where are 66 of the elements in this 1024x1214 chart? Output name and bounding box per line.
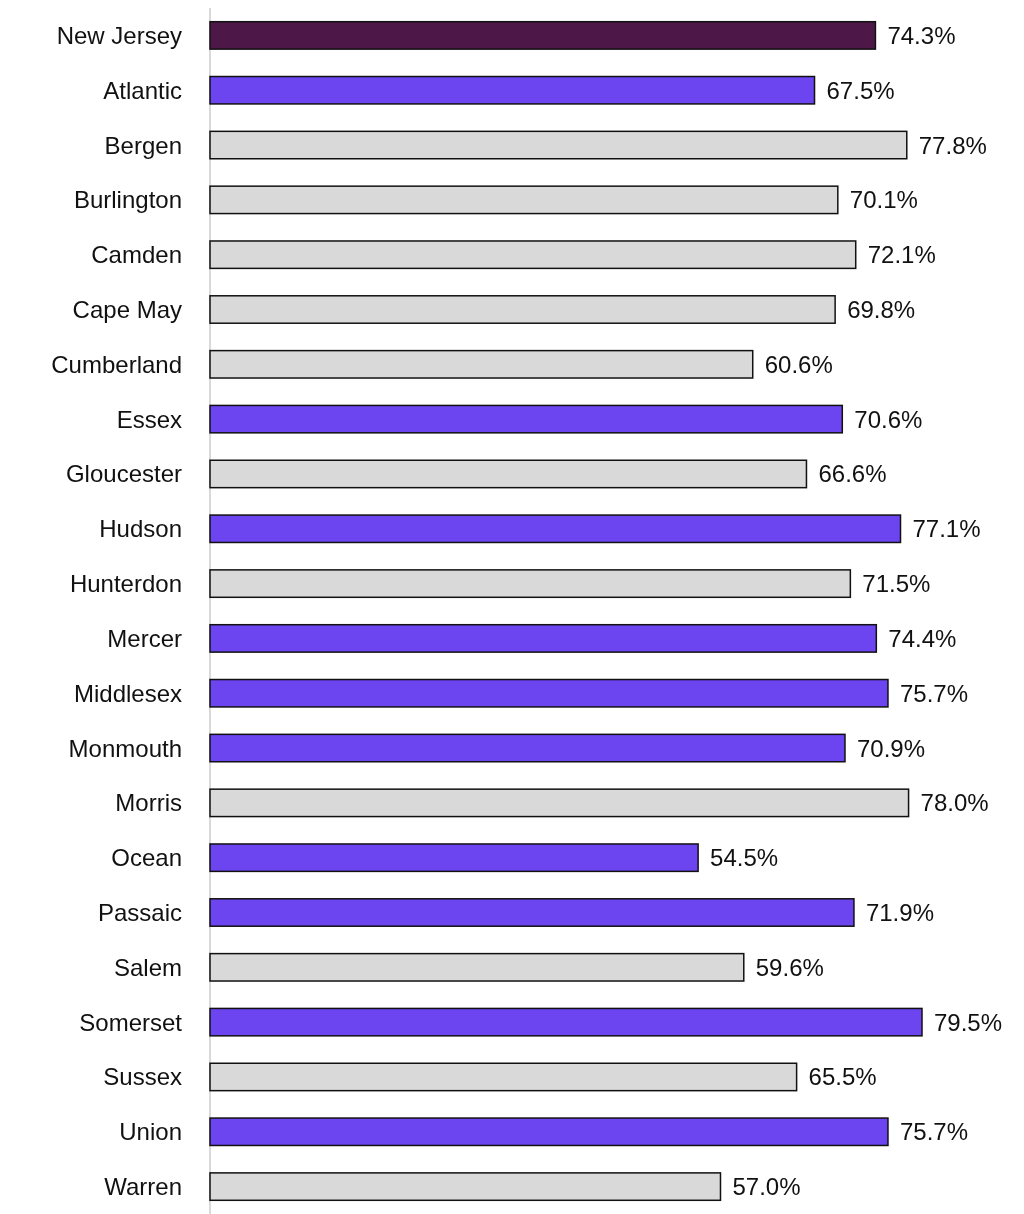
data-label: 75.7% [899, 679, 969, 707]
data-label: 74.4% [888, 624, 957, 652]
data-label: 72.1% [867, 241, 936, 269]
bar [209, 404, 844, 434]
bar [209, 733, 846, 763]
data-label: 57.0% [732, 1173, 801, 1201]
bar [209, 130, 908, 160]
y-tick-label: Camden [91, 241, 182, 269]
y-tick-label: Morris [115, 789, 182, 817]
data-label: 78.0% [920, 789, 989, 817]
y-tick-label: Burlington [73, 186, 182, 214]
y-tick-label: Somerset [79, 1008, 183, 1036]
data-label: 59.6% [755, 953, 824, 981]
data-label: 71.5% [862, 570, 931, 598]
data-label: 70.6% [854, 405, 923, 433]
data-label: 65.5% [808, 1063, 877, 1091]
data-label: 71.9% [865, 899, 934, 926]
y-tick-label: Essex [116, 405, 182, 433]
y-tick-label: Warren [104, 1173, 182, 1201]
bar [209, 459, 808, 489]
bar [209, 843, 699, 873]
bar [209, 295, 836, 324]
y-tick-label: Hudson [99, 515, 182, 543]
bar [209, 1172, 722, 1202]
bar [209, 20, 877, 50]
y-tick-label: Cumberland [51, 350, 182, 378]
bar [209, 349, 754, 379]
bar [209, 678, 889, 708]
data-label: 67.5% [826, 76, 895, 104]
bar [209, 1062, 798, 1092]
data-label: 69.8% [847, 296, 916, 323]
y-tick-label: Ocean [111, 844, 182, 872]
data-label: 60.6% [764, 350, 833, 378]
y-tick-label: Middlesex [73, 679, 182, 707]
data-label: 77.8% [918, 131, 987, 159]
data-label: 75.7% [899, 1118, 969, 1146]
bar [209, 514, 902, 544]
y-tick-label: Hunterdon [69, 570, 182, 598]
y-tick-label: Cape May [72, 296, 182, 323]
bar [209, 240, 857, 270]
data-label: 70.1% [849, 186, 918, 214]
bar [209, 623, 878, 653]
data-label: 77.1% [912, 515, 981, 543]
bar [209, 952, 745, 982]
bar [209, 898, 855, 927]
bar [209, 1007, 923, 1037]
data-label: 54.5% [710, 844, 779, 872]
y-tick-label: Sussex [103, 1063, 182, 1091]
data-label: 79.5% [934, 1008, 1003, 1036]
y-tick-label: Passaic [97, 899, 182, 926]
data-label: 74.3% [887, 21, 956, 49]
bar [209, 788, 910, 818]
y-tick-label: Salem [113, 953, 182, 981]
y-tick-label: Mercer [107, 624, 183, 652]
data-label: 66.6% [818, 460, 887, 488]
y-tick-label: New Jersey [56, 21, 182, 49]
bar [209, 1117, 889, 1147]
bar [209, 75, 816, 105]
y-tick-label: Atlantic [103, 76, 182, 104]
bar [209, 569, 852, 599]
y-tick-label: Monmouth [68, 734, 182, 762]
bar [209, 185, 839, 215]
y-tick-label: Union [119, 1118, 182, 1146]
y-tick-label: Gloucester [65, 460, 182, 488]
y-tick-label: Bergen [104, 131, 182, 159]
data-label: 70.9% [856, 734, 926, 762]
